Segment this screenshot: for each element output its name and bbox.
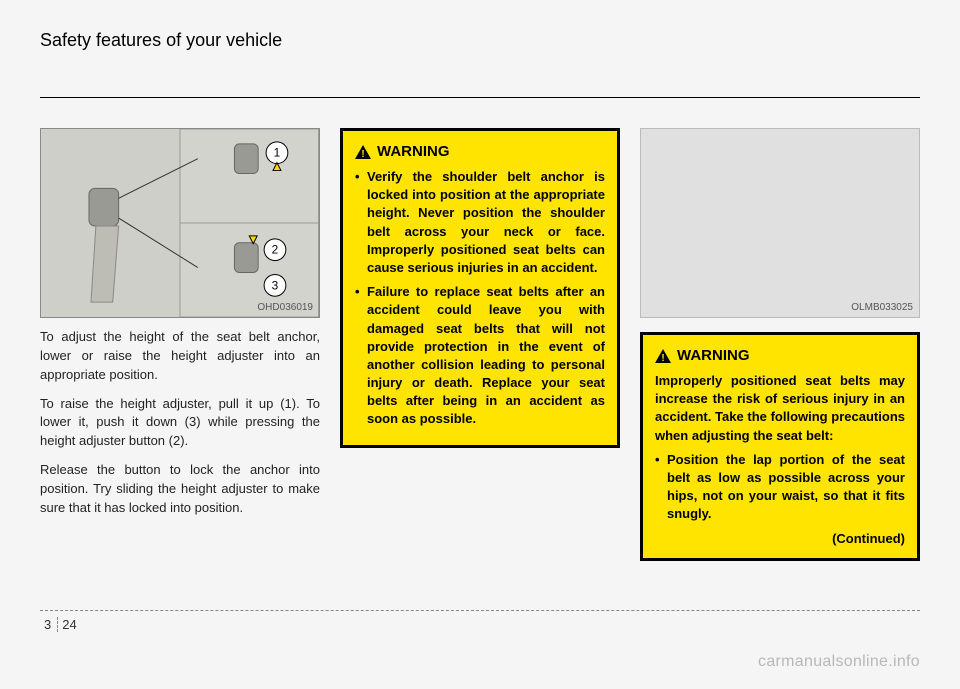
figure-label-bottom-right: OHD036019 (257, 302, 313, 313)
paragraph-1: To adjust the height of the seat belt an… (40, 328, 320, 385)
footer: 3 24 (40, 610, 920, 632)
page-number: 3 24 (40, 617, 920, 632)
paragraph-2: To raise the height adjuster, pull it up… (40, 395, 320, 452)
svg-text:2: 2 (272, 243, 279, 257)
figure2-label-bottom-right: OLMB033025 (851, 302, 913, 313)
section-number: 3 (44, 617, 58, 632)
svg-text:!: ! (661, 353, 664, 363)
column-1: ■ Front seat 1 2 (40, 128, 320, 561)
svg-text:3: 3 (272, 278, 279, 292)
watermark: carmanualsonline.info (758, 653, 920, 671)
column-2: ! WARNING Verify the shoulder belt ancho… (340, 128, 620, 561)
warning-list-1: Verify the shoulder belt anchor is locke… (355, 168, 605, 429)
svg-text:1: 1 (274, 146, 281, 160)
warning-title-1: ! WARNING (355, 141, 605, 162)
warning-title-text-2: WARNING (677, 345, 750, 366)
warning-lead: Improperly positioned seat belts may inc… (655, 372, 905, 445)
warning-box-1: ! WARNING Verify the shoulder belt ancho… (340, 128, 620, 448)
paragraph-3: Release the button to lock the anchor in… (40, 461, 320, 518)
warning-box-2: ! WARNING Improperly positioned seat bel… (640, 332, 920, 561)
warning-list-2: Position the lap portion of the seat bel… (655, 451, 905, 524)
warning-triangle-icon: ! (655, 349, 671, 363)
warning-title-2: ! WARNING (655, 345, 905, 366)
warning-bullet-1b: Failure to replace seat belts after an a… (355, 283, 605, 429)
seatbelt-diagram-icon: 1 2 3 (41, 129, 319, 317)
warning-bullet-1a: Verify the shoulder belt anchor is locke… (355, 168, 605, 277)
page-number-value: 24 (62, 617, 76, 632)
column-3: OLMB033025 ! WARNING Improperly position… (640, 128, 920, 561)
footer-rule (40, 610, 920, 611)
warning-title-text-1: WARNING (377, 141, 450, 162)
continued-label: (Continued) (655, 530, 905, 548)
columns: ■ Front seat 1 2 (40, 128, 920, 561)
page-title: Safety features of your vehicle (40, 30, 920, 98)
warning-triangle-icon: ! (355, 145, 371, 159)
figure-front-seat: ■ Front seat 1 2 (40, 128, 320, 318)
warning-bullet-2a: Position the lap portion of the seat bel… (655, 451, 905, 524)
header-title-text: Safety features of your vehicle (40, 30, 920, 57)
svg-text:!: ! (361, 149, 364, 159)
header-rule (40, 97, 920, 98)
figure-placeholder: OLMB033025 (640, 128, 920, 318)
